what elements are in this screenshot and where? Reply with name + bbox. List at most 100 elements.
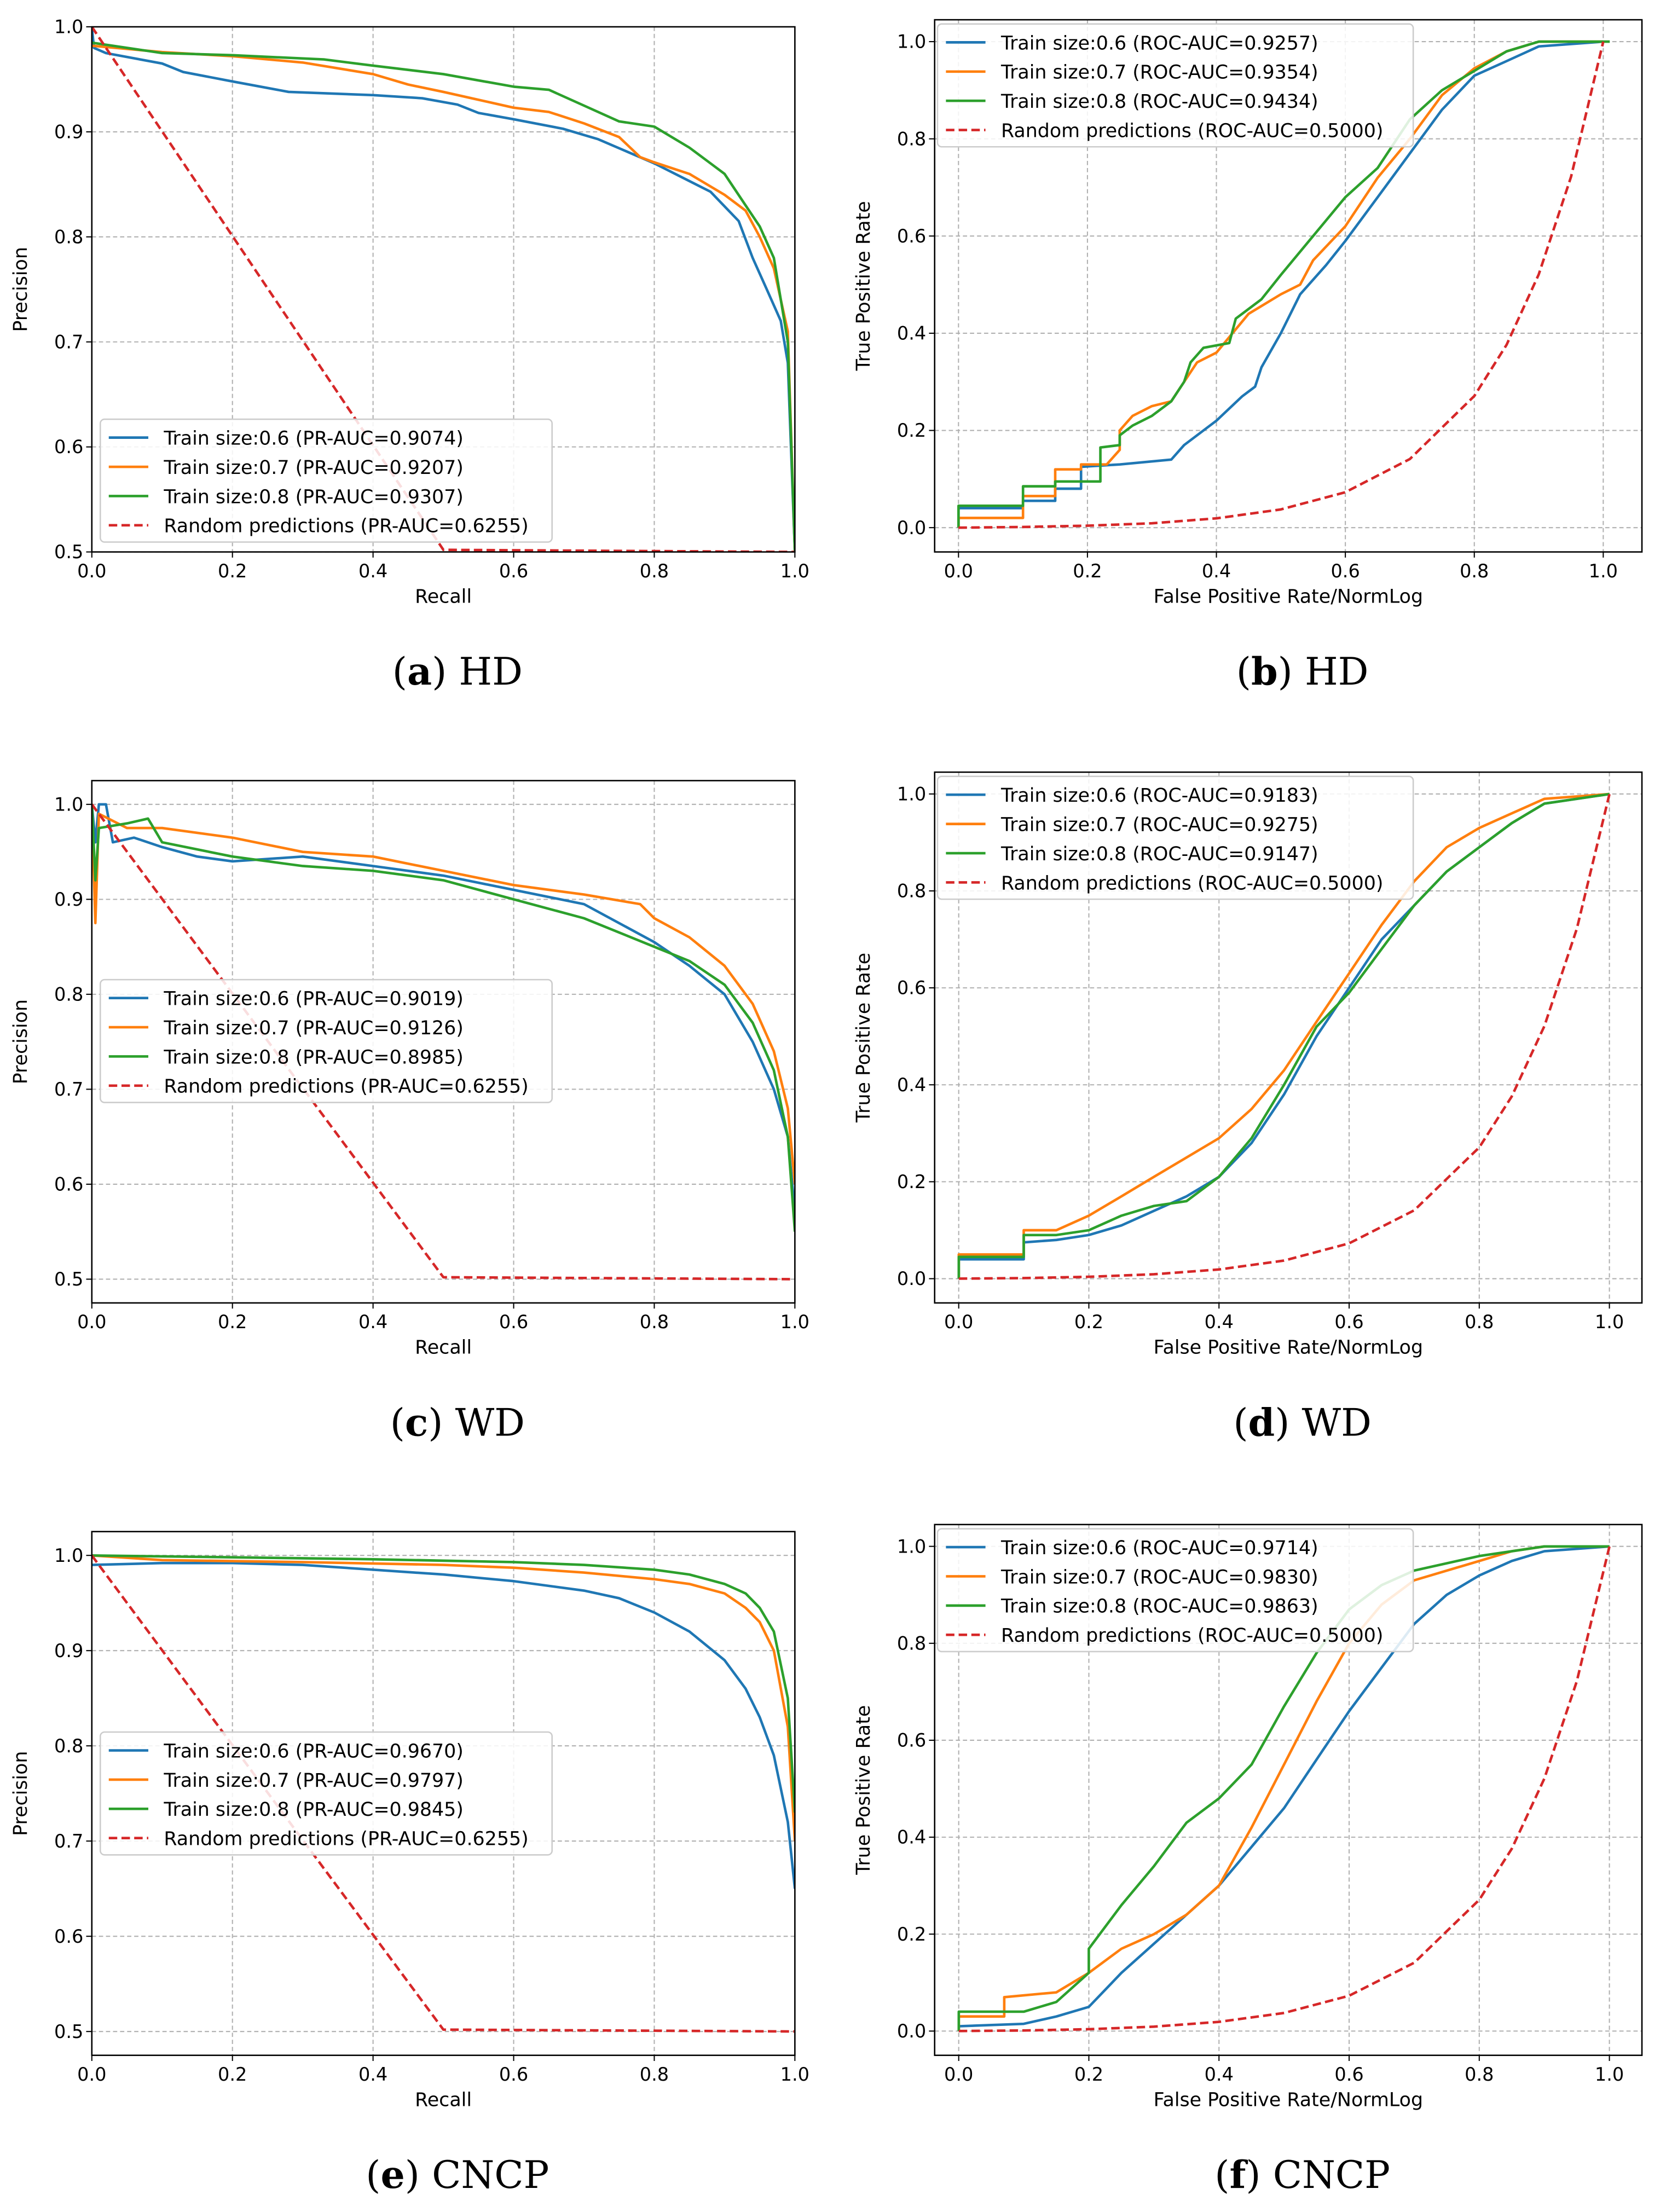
y-tick-label: 0.2 bbox=[897, 1924, 926, 1945]
y-tick-label: 0.7 bbox=[54, 331, 83, 352]
x-tick-label: 1.0 bbox=[1589, 560, 1618, 582]
y-tick-label: 0.8 bbox=[897, 881, 926, 902]
caption-letter: e bbox=[380, 2153, 404, 2197]
legend: Train size:0.6 (PR-AUC=0.9670) Train size… bbox=[99, 1731, 553, 1856]
y-axis-label: Precision bbox=[10, 999, 32, 1084]
series-line-s07 bbox=[957, 792, 1610, 1279]
series-line-s08 bbox=[957, 40, 1610, 528]
y-tick-label: 0.4 bbox=[897, 1074, 926, 1096]
x-tick-label: 1.0 bbox=[780, 560, 809, 582]
y-tick-label: 0.9 bbox=[54, 121, 83, 143]
x-tick-label: 0.8 bbox=[640, 2064, 669, 2085]
x-tick-label: 0.8 bbox=[1465, 1311, 1494, 1333]
y-tick-label: 0.8 bbox=[54, 1735, 83, 1757]
series-line-random bbox=[91, 803, 795, 1281]
legend-entry: Random predictions (ROC-AUC=0.5000) bbox=[1001, 120, 1384, 142]
legend-entry: Random predictions (PR-AUC=0.6255) bbox=[164, 516, 528, 537]
x-tick-label: 0.2 bbox=[218, 2064, 247, 2085]
x-axis-label: Recall bbox=[415, 1337, 472, 1359]
legend-entry: Random predictions (PR-AUC=0.6255) bbox=[164, 1076, 528, 1098]
series-line-s06 bbox=[957, 1545, 1610, 2031]
x-tick-label: 0.6 bbox=[1334, 1311, 1363, 1333]
caption-text: WD bbox=[455, 1400, 525, 1445]
x-axis-label: False Positive Rate/NormLog bbox=[1154, 2089, 1423, 2111]
caption-paren-open: ( bbox=[390, 1400, 405, 1445]
x-tick-label: 0.6 bbox=[1331, 560, 1360, 582]
legend-entry: Train size:0.7 (PR-AUC=0.9207) bbox=[163, 457, 464, 479]
caption-letter: b bbox=[1251, 650, 1278, 694]
caption-paren-open: ( bbox=[392, 650, 407, 694]
legend-box bbox=[99, 1731, 553, 1856]
series-line-s06 bbox=[91, 803, 795, 1213]
y-tick-label: 0.7 bbox=[54, 1831, 83, 1852]
caption-paren-close: ) bbox=[428, 1400, 455, 1445]
series-line-s06 bbox=[91, 1561, 795, 1889]
caption-letter: d bbox=[1248, 1400, 1275, 1445]
caption-paren-close: ) bbox=[1275, 1400, 1301, 1445]
y-tick-label: 0.6 bbox=[897, 977, 926, 999]
legend-box bbox=[936, 23, 1414, 148]
series-line-random bbox=[958, 41, 1605, 529]
legend: Train size:0.6 (PR-AUC=0.9019) Train size… bbox=[99, 978, 553, 1103]
series-line-s08 bbox=[91, 804, 795, 1232]
legend-entry: Train size:0.6 (PR-AUC=0.9019) bbox=[163, 988, 464, 1010]
x-axis-label: Recall bbox=[415, 2089, 472, 2111]
x-tick-label: 1.0 bbox=[1595, 2064, 1624, 2085]
legend-box bbox=[99, 418, 553, 543]
y-tick-label: 0.5 bbox=[54, 541, 83, 563]
x-tick-label: 0.2 bbox=[1074, 2064, 1103, 2085]
y-tick-label: 0.6 bbox=[54, 1926, 83, 1947]
x-tick-label: 0.8 bbox=[1465, 2064, 1494, 2085]
caption-text: CNCP bbox=[1273, 2153, 1390, 2197]
y-axis-label: True Positive Rate bbox=[853, 201, 875, 371]
axes-frame bbox=[91, 26, 796, 553]
series-line-random bbox=[958, 794, 1611, 1280]
x-axis-label: False Positive Rate/NormLog bbox=[1154, 1337, 1423, 1359]
series-line-s07 bbox=[957, 1545, 1610, 2031]
legend: Train size:0.6 (ROC-AUC=0.9183) Train siz… bbox=[936, 775, 1414, 900]
y-axis-label: True Positive Rate bbox=[853, 1705, 875, 1875]
legend-entry: Train size:0.7 (PR-AUC=0.9797) bbox=[163, 1770, 464, 1792]
axes-frame bbox=[934, 1524, 1643, 2056]
legend-entry: Train size:0.7 (ROC-AUC=0.9354) bbox=[1000, 62, 1318, 84]
x-tick-label: 0.8 bbox=[1460, 560, 1489, 582]
x-tick-label: 0.4 bbox=[358, 2064, 387, 2085]
legend-entry: Train size:0.8 (ROC-AUC=0.9147) bbox=[1000, 843, 1318, 865]
caption-paren-close: ) bbox=[1246, 2153, 1272, 2197]
y-tick-label: 0.2 bbox=[897, 420, 926, 441]
y-axis-label: Precision bbox=[10, 1751, 32, 1836]
series-line-s06 bbox=[91, 27, 795, 552]
x-axis-label: False Positive Rate/NormLog bbox=[1154, 586, 1423, 607]
legend-entry: Train size:0.8 (ROC-AUC=0.9434) bbox=[1000, 91, 1318, 113]
x-tick-label: 1.0 bbox=[1595, 1311, 1624, 1333]
y-tick-label: 1.0 bbox=[897, 783, 926, 804]
y-tick-label: 0.0 bbox=[897, 517, 926, 538]
series-line-random bbox=[91, 1554, 795, 2033]
x-tick-label: 0.0 bbox=[944, 1311, 973, 1333]
axes-frame bbox=[934, 19, 1643, 553]
caption-paren-open: ( bbox=[366, 2153, 380, 2197]
caption-paren-close: ) bbox=[432, 650, 459, 694]
x-tick-label: 0.4 bbox=[1202, 560, 1231, 582]
panel-c: 0.0 0.2 0.4 0.6 0.8 1.0 0.5 0.6 0.7 0.8 0.9 1.0 Reca… bbox=[10, 780, 809, 1445]
legend: Train size:0.6 (ROC-AUC=0.9714) Train siz… bbox=[936, 1528, 1414, 1653]
x-tick-label: 0.6 bbox=[499, 560, 528, 582]
y-tick-label: 0.0 bbox=[897, 2020, 926, 2042]
legend-entry: Train size:0.8 (ROC-AUC=0.9863) bbox=[1000, 1596, 1318, 1618]
legend-entry: Train size:0.7 (ROC-AUC=0.9275) bbox=[1000, 814, 1318, 836]
y-tick-label: 0.2 bbox=[897, 1171, 926, 1192]
x-tick-label: 0.8 bbox=[640, 560, 669, 582]
legend-entry: Train size:0.7 (PR-AUC=0.9126) bbox=[163, 1017, 464, 1039]
caption-text: HD bbox=[459, 650, 523, 694]
y-axis-label: True Positive Rate bbox=[853, 953, 875, 1123]
x-tick-label: 1.0 bbox=[780, 2064, 809, 2085]
x-tick-label: 0.4 bbox=[1205, 2064, 1234, 2085]
caption-paren-open: ( bbox=[1233, 1400, 1248, 1445]
y-tick-label: 1.0 bbox=[54, 16, 83, 38]
panel-f: 0.0 0.2 0.4 0.6 0.8 1.0 0.0 0.2 0.4 0.6 0.8 1.0 Fals… bbox=[853, 1524, 1643, 2197]
y-tick-label: 0.6 bbox=[897, 1730, 926, 1751]
series-line-s06 bbox=[957, 40, 1604, 528]
x-tick-label: 0.2 bbox=[218, 560, 247, 582]
x-tick-label: 0.6 bbox=[499, 1311, 528, 1333]
